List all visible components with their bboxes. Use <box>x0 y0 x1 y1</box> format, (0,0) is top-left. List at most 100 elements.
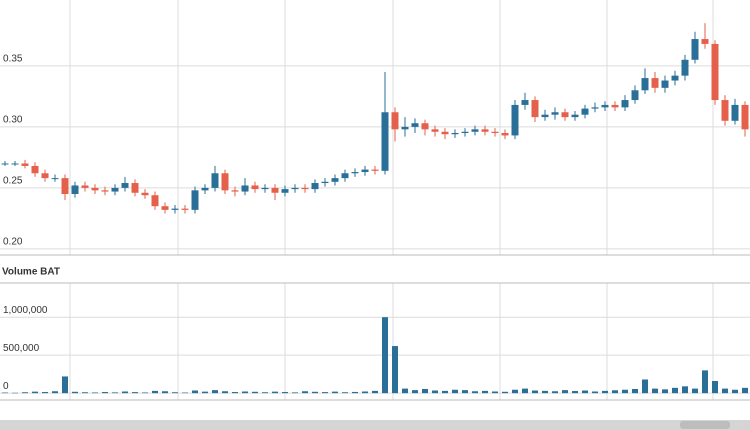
volume-bar <box>282 392 288 394</box>
candle-body <box>1 163 9 165</box>
candle-body <box>731 104 739 121</box>
candle-body <box>531 100 539 118</box>
candle-body <box>701 39 709 44</box>
volume-bar <box>112 392 118 394</box>
volume-title: Volume BAT <box>2 267 60 278</box>
volume-bar <box>342 392 348 394</box>
candle-body <box>651 78 659 88</box>
candle-body <box>441 131 449 135</box>
volume-bar <box>732 389 738 394</box>
candle-body <box>121 183 129 188</box>
candle-body <box>351 172 359 174</box>
volume-bar <box>302 391 308 394</box>
candle-body <box>381 112 389 171</box>
volume-bar <box>742 387 748 394</box>
volume-bar <box>332 391 338 394</box>
scrollbar[interactable] <box>0 420 750 430</box>
volume-bar <box>272 391 278 394</box>
candle-body <box>681 59 689 76</box>
candle-body <box>211 173 219 188</box>
volume-bar <box>532 390 538 394</box>
volume-bar <box>422 388 428 394</box>
candle-body <box>521 100 529 105</box>
volume-bar <box>522 388 528 394</box>
volume-bar <box>72 391 78 394</box>
volume-bar <box>142 392 148 394</box>
volume-bar <box>202 391 208 394</box>
candle-body <box>401 126 409 130</box>
candle-body <box>481 129 489 132</box>
volume-bar <box>2 392 8 394</box>
candle-body <box>471 129 479 132</box>
volume-bar <box>222 391 228 394</box>
candle-body <box>451 132 459 135</box>
volume-bar <box>662 389 668 394</box>
volume-bar <box>722 388 728 394</box>
volume-bar <box>542 390 548 394</box>
candle-body <box>551 112 559 115</box>
candle-body <box>51 178 59 180</box>
candle-body <box>171 208 179 210</box>
volume-bar <box>22 392 28 394</box>
candle-body <box>541 114 549 118</box>
candle-body <box>431 129 439 132</box>
y-tick-label: 0.35 <box>3 54 23 65</box>
volume-bar <box>562 390 568 394</box>
volume-bar <box>122 391 128 394</box>
candle-body <box>331 178 339 182</box>
volume-bar <box>242 391 248 394</box>
volume-bar <box>102 392 108 394</box>
volume-bar <box>352 391 358 394</box>
candle-body <box>671 75 679 81</box>
candle-body <box>251 185 259 190</box>
candle-body <box>561 112 569 118</box>
candle-body <box>41 173 49 179</box>
candle-body <box>601 104 609 108</box>
candle-body <box>741 104 749 130</box>
volume-bar <box>632 388 638 394</box>
volume-bar <box>472 391 478 394</box>
candle-body <box>201 187 209 191</box>
volume-bar <box>432 390 438 394</box>
volume-bar <box>162 391 168 394</box>
volume-bar <box>182 392 188 394</box>
volume-bar <box>192 390 198 394</box>
candle-body <box>631 90 639 101</box>
volume-bar <box>592 391 598 394</box>
candle-body <box>31 165 39 174</box>
y-tick-label: 1,000,000 <box>3 305 48 316</box>
candle-body <box>611 104 619 108</box>
candle-body <box>591 107 599 109</box>
candle-body <box>411 123 419 127</box>
volume-bar <box>152 390 158 394</box>
volume-bar <box>52 391 58 394</box>
candle-body <box>621 100 629 108</box>
candle-body <box>301 187 309 190</box>
volume-bar <box>652 388 658 394</box>
candle-body <box>291 187 299 190</box>
volume-bar <box>42 392 48 394</box>
candle-body <box>341 173 349 179</box>
candle-body <box>181 208 189 210</box>
volume-bar <box>692 388 698 394</box>
candle-body <box>11 163 19 165</box>
candle-body <box>461 131 469 133</box>
candle-body <box>71 185 79 194</box>
volume-bar <box>212 390 218 394</box>
volume-bar <box>682 386 688 394</box>
volume-bar <box>12 392 18 394</box>
y-tick-label: 500,000 <box>3 343 40 354</box>
volume-bar <box>362 391 368 394</box>
volume-bar <box>92 392 98 394</box>
scrollbar-thumb[interactable] <box>680 421 730 429</box>
vertical-grid <box>69 0 714 400</box>
y-tick-label: 0 <box>3 381 9 392</box>
candle-body <box>581 108 589 115</box>
volume-bar <box>292 392 298 394</box>
candle-body <box>311 183 319 190</box>
volume-bar <box>702 370 708 394</box>
volume-bar <box>712 381 718 394</box>
candle-body <box>151 195 159 207</box>
